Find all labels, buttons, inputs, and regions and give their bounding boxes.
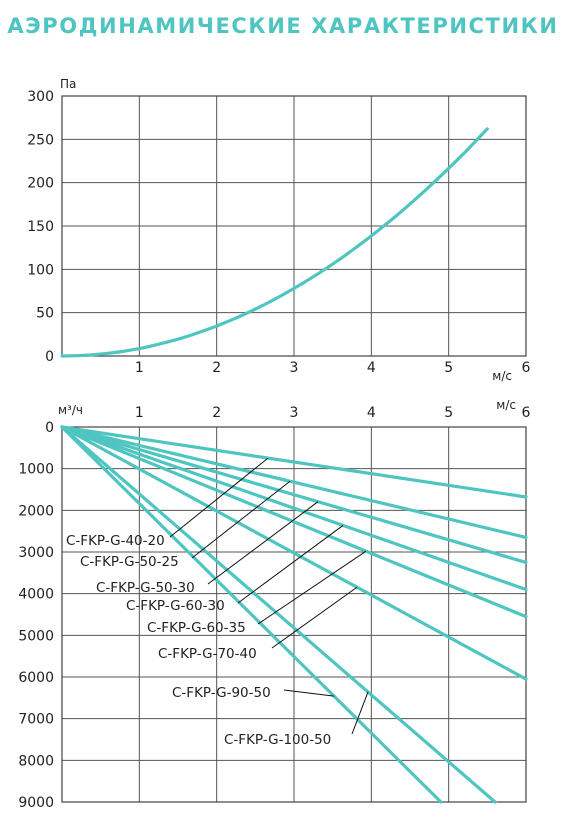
x-tick-label: 3	[290, 360, 299, 376]
airflow-chart: 0 1000 2000 3000 4000 5000 6000 7000 8000 9000 1 2 3…	[18, 398, 530, 811]
y-tick-label: 5000	[18, 628, 54, 644]
series-line	[60, 425, 528, 565]
series-line	[60, 425, 528, 592]
series-label: C-FKP-G-50-30	[96, 580, 195, 596]
leader-line	[237, 525, 344, 604]
series-line	[60, 425, 497, 804]
series-label: C-FKP-G-40-20	[66, 533, 165, 549]
x-tick-label: 5	[444, 405, 453, 421]
series-label: C-FKP-G-60-30	[126, 598, 225, 614]
series-line	[60, 425, 528, 681]
x-tick-label: 3	[290, 405, 299, 421]
x-axis-label: м/с	[496, 398, 516, 412]
x-tick-label: 6	[522, 405, 531, 421]
x-tick-label: 4	[367, 360, 376, 376]
x-tick-label: 2	[212, 405, 221, 421]
leader-line	[271, 586, 358, 649]
leader-line	[169, 457, 269, 538]
y-tick-label: 200	[27, 176, 54, 192]
series-label: C-FKP-G-100-50	[224, 732, 331, 748]
y-axis-label: Па	[60, 77, 76, 91]
series-label: C-FKP-G-90-50	[172, 685, 271, 701]
x-tick-label: 1	[135, 405, 144, 421]
plot-frame	[61, 95, 527, 357]
leader-line	[257, 550, 367, 625]
series-line	[60, 425, 528, 499]
series-line	[60, 425, 443, 804]
y-tick-label: 300	[27, 89, 54, 105]
y-tick-label: 3000	[18, 545, 54, 561]
y-tick-label: 1000	[18, 462, 54, 478]
series-label: C-FKP-G-50-25	[80, 554, 179, 570]
x-tick-label: 5	[444, 360, 453, 376]
y-tick-label: 0	[45, 349, 54, 365]
y-tick-label: 250	[27, 132, 54, 148]
x-tick-label: 4	[367, 405, 376, 421]
leader-line	[351, 691, 369, 735]
pressure-curve	[60, 127, 489, 358]
series-label: C-FKP-G-70-40	[158, 646, 257, 662]
x-axis-label: м/с	[492, 369, 512, 383]
x-tick-label: 1	[135, 360, 144, 376]
x-tick-label: 2	[212, 360, 221, 376]
x-tick-label: 6	[522, 360, 531, 376]
y-tick-label: 7000	[18, 712, 54, 728]
y-axis-label: м³/ч	[58, 403, 83, 417]
y-tick-label: 6000	[18, 670, 54, 686]
pressure-chart: 0 50 100 150 200 250 300 1 2 3 4 5 6 Па м/с	[27, 77, 530, 383]
y-tick-label: 100	[27, 262, 54, 278]
leader-line	[283, 689, 335, 697]
plot-frame	[61, 426, 527, 803]
page-title: АЭРОДИНАМИЧЕСКИЕ ХАРАКТЕРИСТИКИ	[7, 14, 559, 38]
series-label: C-FKP-G-60-35	[147, 620, 246, 636]
y-tick-label: 8000	[18, 753, 54, 769]
leader-line	[191, 480, 291, 559]
y-tick-label: 4000	[18, 587, 54, 603]
y-tick-label: 0	[45, 420, 54, 436]
y-tick-label: 2000	[18, 503, 54, 519]
y-tick-label: 9000	[18, 795, 54, 811]
y-tick-label: 50	[36, 306, 54, 322]
y-tick-label: 150	[27, 219, 54, 235]
leader-line	[207, 501, 319, 585]
series-line	[60, 425, 528, 540]
series-line	[60, 425, 528, 619]
